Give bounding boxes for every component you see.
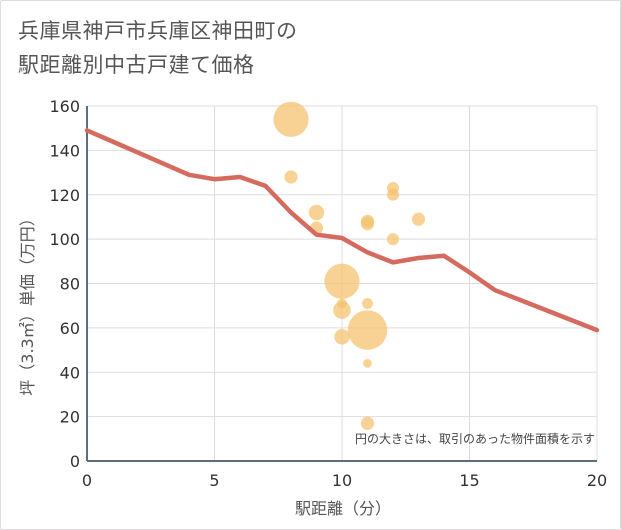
chart-title-line-1: 兵庫県神戸市兵庫区神田町の	[18, 19, 298, 43]
x-tick-label: 10	[332, 471, 352, 490]
x-tick-label: 15	[459, 471, 479, 490]
y-tick-label: 100	[49, 230, 80, 249]
axes	[86, 106, 597, 462]
y-tick-label: 120	[49, 186, 80, 205]
bubble-point	[347, 310, 388, 350]
y-tick-label: 40	[60, 363, 80, 382]
bubble-point	[284, 170, 298, 184]
y-axis-title: 坪（3.3㎡）単価（万円）	[18, 210, 37, 395]
bubble-point	[360, 416, 375, 430]
y-tick-label: 0	[70, 452, 80, 471]
chart-title: 兵庫県神戸市兵庫区神田町の 駅距離別中古戸建て価格	[18, 14, 298, 82]
x-tick-label: 5	[209, 471, 219, 490]
x-tick-label: 0	[82, 471, 92, 490]
bubble-series	[273, 101, 426, 430]
bubble-point	[308, 204, 325, 221]
x-tick-label: 20	[587, 471, 607, 490]
y-tick-label: 140	[49, 141, 80, 160]
y-tick-label: 20	[60, 408, 80, 427]
bubble-point	[386, 233, 400, 246]
chart-title-line-2: 駅距離別中古戸建て価格	[18, 53, 255, 77]
bubble-point	[333, 301, 351, 319]
trend-line	[84, 128, 600, 333]
bubble-point	[363, 358, 372, 368]
y-tick-label: 60	[60, 319, 80, 338]
grid-lines	[86, 105, 598, 462]
bubble-point	[334, 329, 350, 345]
size-note: 円の大きさは、取引のあった物件面積を示す	[355, 431, 595, 446]
tick-labels: 0 5 10 15 20 0 20 40 60 80 100 120 140 160	[49, 97, 607, 490]
y-tick-label: 80	[60, 275, 80, 294]
x-axis-title: 駅距離（分）	[295, 499, 391, 518]
bubble-point	[411, 212, 426, 226]
bubble-point	[362, 297, 373, 309]
trend-series	[84, 128, 600, 333]
y-tick-label: 160	[49, 97, 80, 116]
bubble-point	[386, 188, 400, 201]
bubble-point	[273, 101, 309, 137]
bubble-point	[324, 263, 360, 299]
bubble-point	[360, 216, 375, 231]
